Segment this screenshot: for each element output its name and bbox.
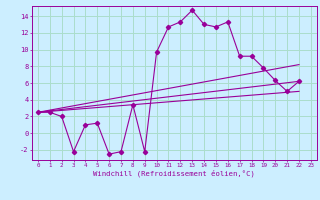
X-axis label: Windchill (Refroidissement éolien,°C): Windchill (Refroidissement éolien,°C): [93, 170, 255, 177]
